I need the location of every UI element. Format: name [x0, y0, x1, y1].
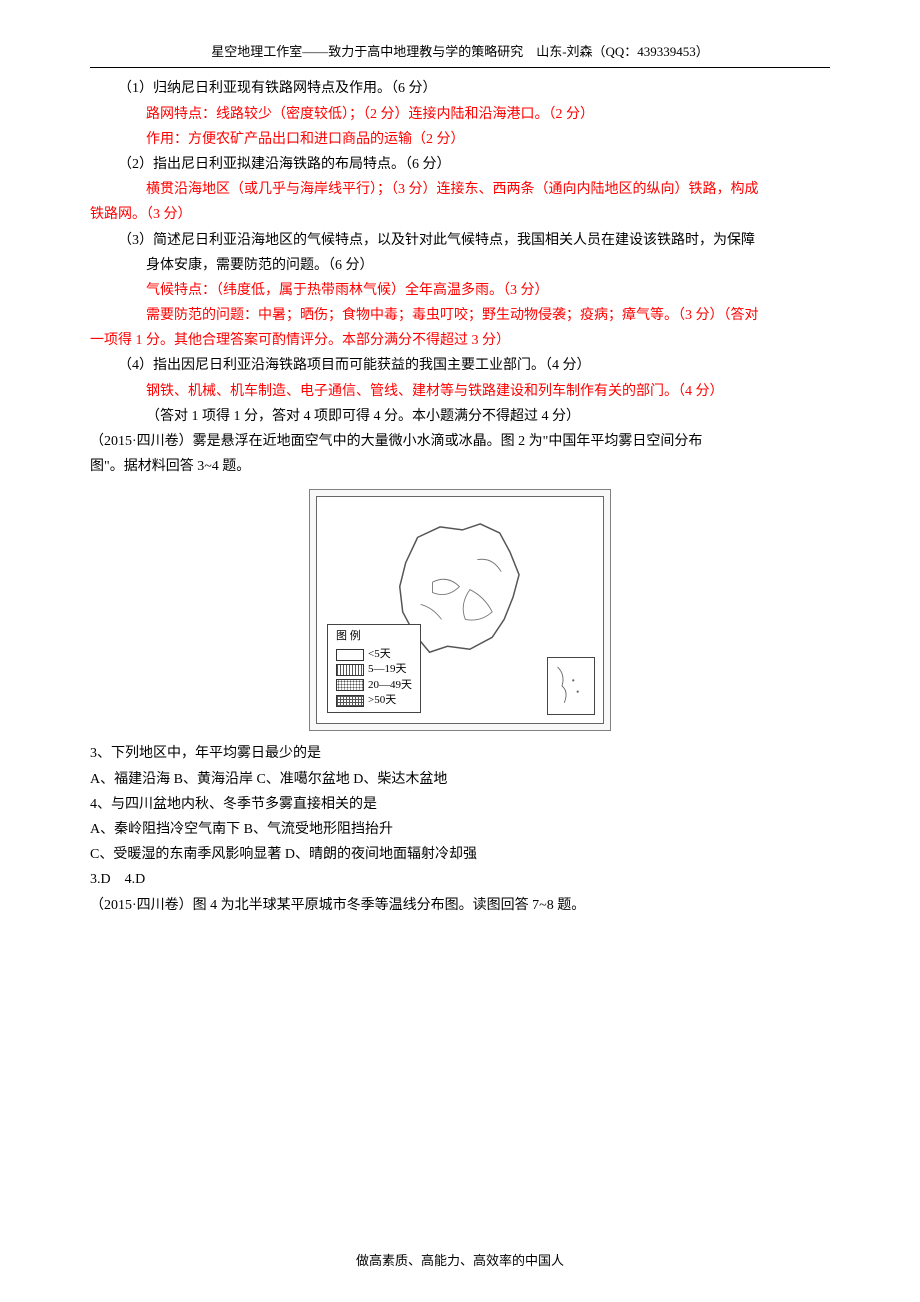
mc4-options-ab: A、秦岭阻挡冷空气南下 B、气流受地形阻挡抬升	[90, 817, 830, 842]
q1-answer-line2: 作用：方便农矿产品出口和进口商品的运输（2 分）	[90, 127, 830, 152]
map-outline: 图 例 <5天 5—19天 20—49天 >5	[316, 496, 604, 724]
map-body: 图 例 <5天 5—19天 20—49天 >5	[310, 490, 610, 730]
sichuan-intro-line1: （2015·四川卷）雾是悬浮在近地面空气中的大量微小水滴或冰晶。图 2 为"中国…	[90, 429, 830, 454]
legend-title: 图 例	[336, 629, 412, 644]
q4-answer-line2: （答对 1 项得 1 分，答对 4 项即可得 4 分。本小题满分不得超过 4 分…	[90, 404, 830, 429]
q1-answer-line1: 路网特点：线路较少（密度较低）；（2 分）连接内陆和沿海港口。（2 分）	[90, 102, 830, 127]
legend-row-0: <5天	[336, 647, 412, 662]
mc4-options-cd: C、受暖湿的东南季风影响显著 D、晴朗的夜间地面辐射冷却强	[90, 842, 830, 867]
sichuan-q78-intro: （2015·四川卷）图 4 为北半球某平原城市冬季等温线分布图。读图回答 7~8…	[90, 893, 830, 918]
legend-swatch-0	[336, 649, 364, 661]
mc3-stem: 3、下列地区中，年平均雾日最少的是	[90, 741, 830, 766]
south-china-sea-inset	[547, 657, 595, 715]
q3-answer-line3: 一项得 1 分。其他合理答案可酌情评分。本部分满分不得超过 3 分）	[90, 328, 830, 353]
q3-answer-line2: 需要防范的问题：中暑；晒伤；食物中毒；毒虫叮咬；野生动物侵袭；疫病；瘴气等。（3…	[90, 303, 830, 328]
q4-prompt: （4）指出因尼日利亚沿海铁路项目而可能获益的我国主要工业部门。（4 分）	[90, 353, 830, 378]
q2-prompt: （2）指出尼日利亚拟建沿海铁路的布局特点。（6 分）	[90, 152, 830, 177]
page-footer: 做高素质、高能力、高效率的中国人	[0, 1249, 920, 1272]
legend-swatch-2	[336, 679, 364, 691]
sichuan-intro-line2: 图"。据材料回答 3~4 题。	[90, 454, 830, 479]
q2-answer-line1: 横贯沿海地区（或几乎与海岸线平行）；（3 分）连接东、西两条（通向内陆地区的纵向…	[90, 177, 830, 202]
q3-answer-line1: 气候特点：（纬度低，属于热带雨林气候）全年高温多雨。（3 分）	[90, 278, 830, 303]
q4-answer-line1: 钢铁、机械、机车制造、电子通信、管线、建材等与铁路建设和列车制作有关的部门。（4…	[90, 379, 830, 404]
mc4-stem: 4、与四川盆地内秋、冬季节多雾直接相关的是	[90, 792, 830, 817]
legend-label-1: 5—19天	[368, 662, 407, 677]
answers-3-4: 3.D 4.D	[90, 867, 830, 892]
legend-label-3: >50天	[368, 693, 396, 708]
china-fog-map: 图 例 <5天 5—19天 20—49天 >5	[309, 489, 611, 731]
inset-islands-icon	[548, 658, 594, 714]
legend-label-0: <5天	[368, 647, 391, 662]
legend-label-2: 20—49天	[368, 678, 412, 693]
q2-answer-line2: 铁路网。（3 分）	[90, 202, 830, 227]
legend-swatch-3	[336, 695, 364, 707]
legend-swatch-1	[336, 664, 364, 676]
mc3-options: A、福建沿海 B、黄海沿岸 C、准噶尔盆地 D、柴达木盆地	[90, 767, 830, 792]
legend-row-3: >50天	[336, 693, 412, 708]
q1-prompt: （1）归纳尼日利亚现有铁路网特点及作用。（6 分）	[90, 76, 830, 101]
q3-prompt-line2: 身体安康，需要防范的问题。（6 分）	[90, 253, 830, 278]
legend-row-2: 20—49天	[336, 678, 412, 693]
legend-row-1: 5—19天	[336, 662, 412, 677]
q3-prompt-line1: （3）简述尼日利亚沿海地区的气候特点，以及针对此气候特点，我国相关人员在建设该铁…	[90, 228, 830, 253]
page: 星空地理工作室——致力于高中地理教与学的策略研究 山东-刘森（QQ：439339…	[0, 0, 920, 1302]
map-legend: 图 例 <5天 5—19天 20—49天 >5	[327, 624, 421, 713]
page-header: 星空地理工作室——致力于高中地理教与学的策略研究 山东-刘森（QQ：439339…	[90, 40, 830, 68]
